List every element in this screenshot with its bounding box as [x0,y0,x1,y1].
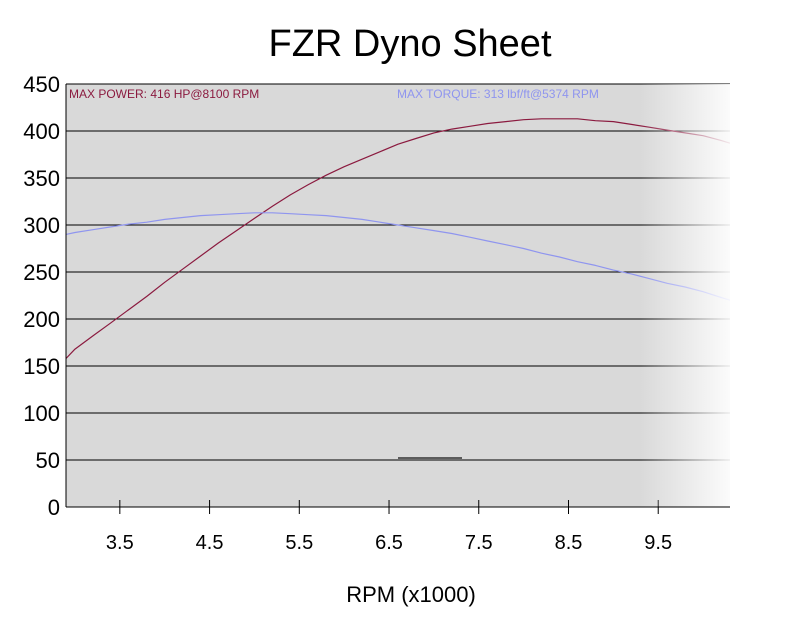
y-axis-labels: 0 50 100 150 200 250 300 350 400 450 [23,72,60,520]
y-tick-label: 450 [23,72,60,97]
series-lines [65,118,731,359]
right-fade-overlay [640,84,740,507]
max-power-annotation: MAX POWER: 416 HP@8100 RPM [69,87,259,101]
x-tick-label: 3.5 [106,532,134,554]
torque-line [65,212,731,301]
y-tick-label: 250 [23,260,60,285]
y-tick-label: 300 [23,213,60,238]
x-axis-labels: 3.5 4.5 5.5 6.5 7.5 8.5 9.5 [106,532,672,554]
y-tick-label: 150 [23,354,60,379]
x-axis-label: RPM (x1000) [346,582,476,607]
right-margin [730,84,807,554]
x-tick-label: 9.5 [644,532,672,554]
y-tick-label: 100 [23,401,60,426]
chart-title: FZR Dyno Sheet [269,23,552,65]
x-tick-label: 8.5 [555,532,583,554]
max-torque-annotation: MAX TORQUE: 313 lbf/ft@5374 RPM [397,87,599,101]
x-tick-label: 4.5 [196,532,224,554]
y-tick-label: 50 [36,448,60,473]
x-tick-label: 7.5 [465,532,493,554]
y-tick-label: 200 [23,307,60,332]
x-tick-label: 6.5 [375,532,403,554]
y-tick-label: 0 [48,495,60,520]
y-tick-label: 400 [23,119,60,144]
plot-area [66,84,730,507]
x-tick-label: 5.5 [285,532,313,554]
y-tick-label: 350 [23,166,60,191]
power-line [65,118,731,359]
